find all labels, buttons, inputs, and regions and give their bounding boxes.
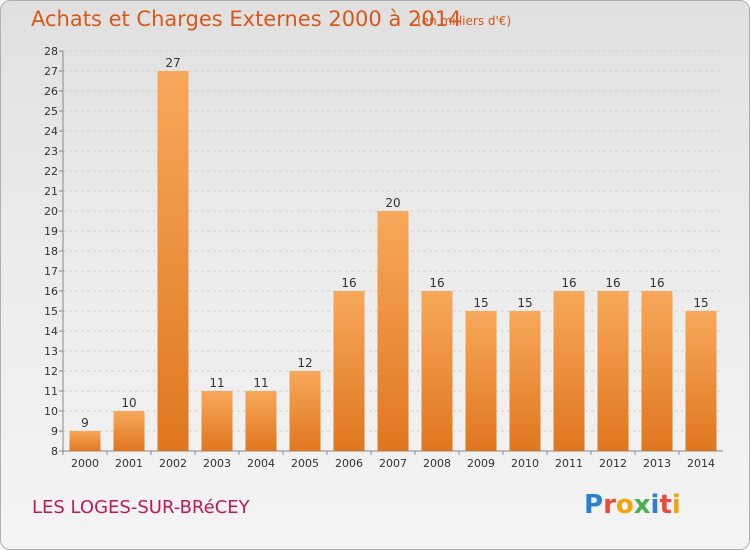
y-tick-label: 25: [44, 105, 58, 118]
x-tick-label: 2005: [291, 457, 319, 470]
bar-value-label: 16: [561, 276, 576, 290]
bar-value-label: 11: [253, 376, 268, 390]
bar-value-label: 9: [81, 416, 89, 430]
bar-value-label: 27: [165, 56, 180, 70]
y-tick-label: 18: [44, 245, 58, 258]
logo-letter: x: [633, 490, 651, 520]
y-tick-label: 21: [44, 185, 58, 198]
bar: [377, 211, 409, 451]
y-tick-label: 12: [44, 365, 58, 378]
bar: [113, 411, 145, 451]
y-tick-label: 24: [44, 125, 58, 138]
chart-subtitle: (en milliers d'€): [417, 14, 512, 28]
logo-letter: i: [671, 490, 681, 520]
y-tick-label: 15: [44, 305, 58, 318]
x-tick-label: 2013: [643, 457, 671, 470]
bar-value-label: 20: [385, 196, 400, 210]
logo-letter: t: [659, 490, 672, 520]
y-tick-label: 9: [51, 425, 58, 438]
bar: [597, 291, 629, 451]
x-tick-label: 2008: [423, 457, 451, 470]
chart-title: Achats et Charges Externes 2000 à 2014: [31, 7, 462, 31]
y-tick-label: 10: [44, 405, 58, 418]
y-tick-label: 19: [44, 225, 58, 238]
x-tick-label: 2007: [379, 457, 407, 470]
y-tick-label: 17: [44, 265, 58, 278]
x-tick-label: 2014: [687, 457, 715, 470]
bar: [289, 371, 321, 451]
bar-value-label: 16: [429, 276, 444, 290]
y-tick-label: 16: [44, 285, 58, 298]
bar-value-label: 12: [297, 356, 312, 370]
y-tick-label: 26: [44, 85, 58, 98]
bar-value-label: 10: [121, 396, 136, 410]
bar: [69, 431, 101, 451]
y-tick-label: 20: [44, 205, 58, 218]
bar-value-label: 15: [517, 296, 532, 310]
x-tick-label: 2001: [115, 457, 143, 470]
y-tick-label: 13: [44, 345, 58, 358]
proxiti-logo[interactable]: Proxiti: [584, 490, 681, 520]
logo-letter: P: [584, 490, 604, 520]
logo-letter: i: [650, 490, 660, 520]
x-tick-label: 2004: [247, 457, 275, 470]
bar: [245, 391, 277, 451]
x-tick-label: 2011: [555, 457, 583, 470]
x-tick-label: 2003: [203, 457, 231, 470]
y-tick-label: 8: [51, 445, 58, 458]
bar: [553, 291, 585, 451]
logo-letter: o: [615, 490, 634, 520]
y-tick-label: 11: [44, 385, 58, 398]
bar-value-label: 16: [649, 276, 664, 290]
x-axis-ticks: 2000 2001 2002 2003 2004 2005 2006 2007 2008 2009…: [62, 451, 715, 470]
bar-value-label: 15: [473, 296, 488, 310]
bar: [685, 311, 717, 451]
bar: [333, 291, 365, 451]
bar-value-label: 11: [209, 376, 224, 390]
x-tick-label: 2009: [467, 457, 495, 470]
bar-value-label: 16: [341, 276, 356, 290]
bars: 9 10 27 11 11 12 16 20 16 15 15 16 16 16 15: [69, 56, 717, 451]
x-tick-label: 2000: [71, 457, 99, 470]
y-tick-label: 22: [44, 165, 58, 178]
bar: [421, 291, 453, 451]
x-tick-label: 2002: [159, 457, 187, 470]
logo-letter: r: [603, 490, 616, 520]
bar: [157, 71, 189, 451]
x-tick-label: 2012: [599, 457, 627, 470]
bar-value-label: 16: [605, 276, 620, 290]
x-tick-label: 2006: [335, 457, 363, 470]
bar-value-label: 15: [693, 296, 708, 310]
commune-name: LES LOGES-SUR-BRéCEY: [32, 497, 250, 518]
y-tick-label: 28: [44, 45, 58, 58]
y-tick-label: 27: [44, 65, 58, 78]
bar: [641, 291, 673, 451]
y-axis-ticks: 8 9 10 11 12 13 14 15 16 17 18 19 20 21 22 23 24 25 26 27 28: [44, 45, 63, 458]
bar: [465, 311, 497, 451]
bar: [509, 311, 541, 451]
bar: [201, 391, 233, 451]
y-tick-label: 23: [44, 145, 58, 158]
y-tick-label: 14: [44, 325, 58, 338]
x-tick-label: 2010: [511, 457, 539, 470]
